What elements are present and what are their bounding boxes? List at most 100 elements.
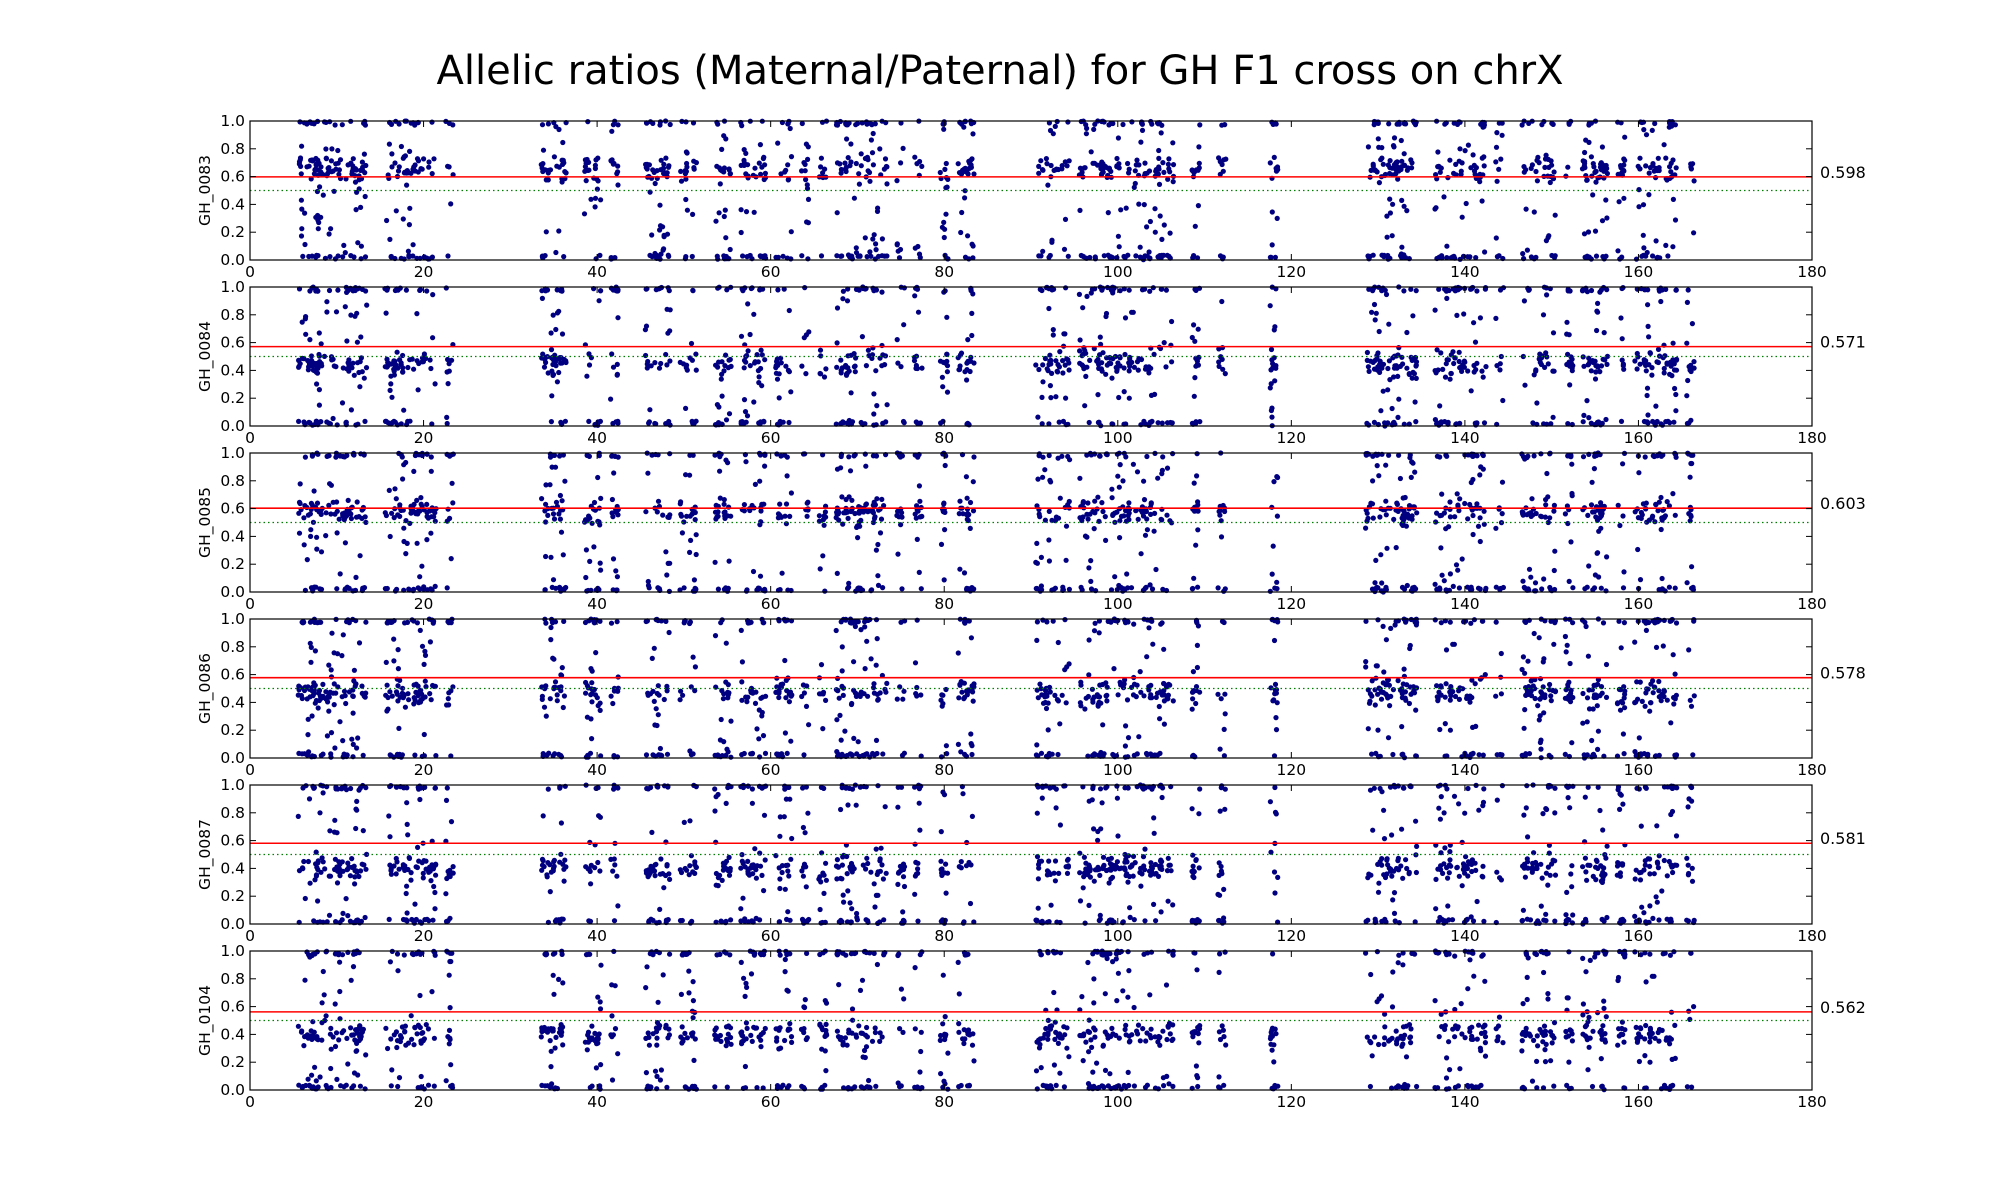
- data-point: [1538, 746, 1544, 752]
- data-point: [875, 696, 881, 703]
- data-point: [1393, 545, 1399, 551]
- data-point: [782, 513, 788, 519]
- data-point: [1440, 366, 1446, 372]
- data-point: [1399, 197, 1405, 203]
- data-point: [1451, 120, 1457, 126]
- data-point: [1448, 693, 1454, 699]
- data-point: [1619, 336, 1625, 342]
- data-point: [1194, 451, 1200, 457]
- data-point: [1115, 135, 1121, 141]
- data-point: [1222, 508, 1228, 515]
- data-point: [1532, 588, 1538, 594]
- data-point: [1564, 331, 1570, 337]
- data-point: [401, 407, 407, 413]
- data-point: [424, 451, 430, 457]
- x-tick-label: 180: [1797, 429, 1827, 447]
- data-point: [298, 233, 305, 239]
- data-point: [1042, 355, 1048, 362]
- data-point: [1195, 584, 1201, 590]
- data-point: [667, 451, 673, 457]
- data-point: [326, 287, 333, 294]
- data-point: [1375, 691, 1381, 697]
- data-point: [419, 643, 426, 649]
- data-point: [353, 574, 359, 581]
- data-point: [1493, 584, 1499, 590]
- data-point: [1118, 207, 1124, 213]
- data-point: [1689, 585, 1695, 591]
- data-point: [421, 156, 427, 162]
- data-point: [556, 228, 562, 234]
- data-point: [1530, 506, 1537, 512]
- data-point: [359, 690, 365, 697]
- data-point: [1436, 163, 1442, 169]
- data-point: [1036, 163, 1042, 169]
- data-point: [1220, 366, 1226, 372]
- data-point: [867, 249, 873, 255]
- data-point: [1366, 286, 1372, 292]
- panels: 0.00.20.40.60.81.00 20 40 60 80 100 120 140 160 1…: [196, 112, 1866, 1111]
- data-point: [688, 537, 694, 544]
- data-point: [738, 333, 745, 339]
- data-point: [1477, 538, 1483, 545]
- data-point: [1137, 669, 1143, 675]
- data-point: [1114, 155, 1120, 162]
- data-point: [554, 379, 561, 385]
- data-point: [681, 519, 687, 525]
- data-point: [758, 508, 764, 514]
- data-point: [1656, 165, 1662, 171]
- data-point: [1401, 666, 1407, 672]
- data-point: [1365, 144, 1371, 150]
- data-point: [1081, 366, 1087, 372]
- data-point: [1535, 703, 1541, 709]
- data-point: [1562, 511, 1568, 517]
- data-point: [1408, 474, 1414, 480]
- data-point: [739, 697, 745, 703]
- data-point: [417, 627, 423, 634]
- data-point: [384, 620, 390, 626]
- data-point: [404, 619, 411, 626]
- data-point: [871, 391, 877, 397]
- data-point: [359, 369, 365, 375]
- data-point: [1038, 686, 1044, 692]
- data-point: [383, 659, 389, 666]
- data-point: [879, 496, 885, 502]
- data-point: [1268, 346, 1275, 353]
- data-point: [1437, 403, 1443, 409]
- data-point: [916, 569, 922, 576]
- data-point: [409, 617, 415, 623]
- data-point: [1536, 717, 1542, 723]
- data-point: [446, 690, 452, 696]
- data-point: [1148, 500, 1154, 506]
- data-point: [1126, 166, 1132, 172]
- data-point: [688, 684, 694, 690]
- x-tick-label: 180: [1797, 595, 1827, 613]
- data-point: [1533, 368, 1539, 374]
- data-point: [1632, 358, 1638, 364]
- data-point: [1622, 157, 1628, 163]
- data-point: [1086, 672, 1092, 678]
- data-point: [313, 288, 319, 294]
- data-point: [320, 681, 326, 688]
- data-point: [443, 285, 449, 291]
- data-point: [723, 417, 730, 423]
- data-point: [1036, 366, 1042, 373]
- data-point: [326, 231, 332, 237]
- data-point: [899, 752, 906, 759]
- data-point: [1189, 334, 1195, 341]
- data-point: [356, 640, 363, 646]
- data-point: [1650, 162, 1656, 168]
- data-point: [871, 411, 877, 417]
- data-point: [870, 236, 876, 242]
- data-point: [1384, 213, 1390, 219]
- data-point: [751, 399, 757, 405]
- data-point: [1137, 254, 1143, 260]
- data-point: [856, 181, 863, 187]
- data-point: [1107, 355, 1113, 361]
- data-point: [445, 506, 451, 512]
- data-point: [1133, 508, 1139, 514]
- data-point: [1399, 244, 1405, 250]
- data-point: [873, 662, 879, 668]
- data-point: [1387, 210, 1393, 216]
- data-point: [664, 170, 670, 176]
- data-point: [1621, 195, 1627, 201]
